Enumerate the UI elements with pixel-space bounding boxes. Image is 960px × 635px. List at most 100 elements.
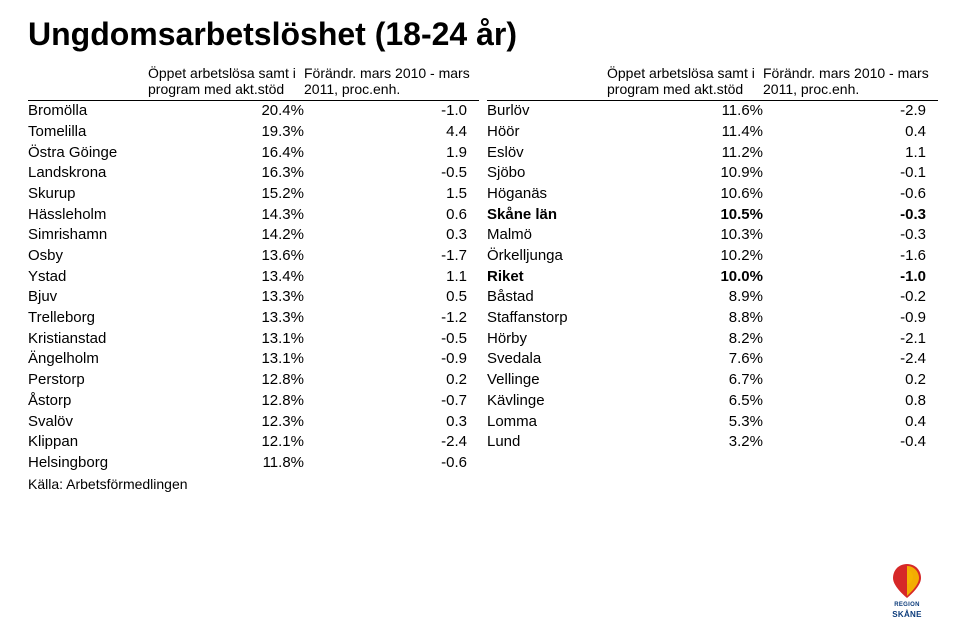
- row-change: 0.4: [811, 122, 938, 143]
- row-change: 1.1: [811, 143, 938, 164]
- row-value: 13.4%: [148, 267, 352, 288]
- row-change: -0.3: [811, 225, 938, 246]
- row-name: Ängelholm: [28, 349, 148, 370]
- row-name: Tomelilla: [28, 122, 148, 143]
- row-value: 6.5%: [607, 391, 811, 412]
- row-change: -2.9: [811, 101, 938, 122]
- table-row: Ystad13.4%1.1: [28, 267, 479, 288]
- row-name: Höganäs: [487, 184, 607, 205]
- row-change: 0.6: [352, 205, 479, 226]
- row-change: 0.8: [811, 391, 938, 412]
- row-change: -0.1: [811, 163, 938, 184]
- row-value: 8.9%: [607, 287, 811, 308]
- row-value: 15.2%: [148, 184, 352, 205]
- table-row: Sjöbo10.9%-0.1: [487, 163, 938, 184]
- row-change: -2.1: [811, 329, 938, 350]
- row-value: 6.7%: [607, 370, 811, 391]
- table-row: Lund3.2%-0.4: [487, 432, 938, 453]
- row-name: Sjöbo: [487, 163, 607, 184]
- row-value: 12.8%: [148, 391, 352, 412]
- table-row: Ängelholm13.1%-0.9: [28, 349, 479, 370]
- row-change: -0.2: [811, 287, 938, 308]
- row-change: -0.3: [811, 205, 938, 226]
- row-change: -1.0: [811, 267, 938, 288]
- table-row: Eslöv11.2%1.1: [487, 143, 938, 164]
- region-skane-logo: REGIONSKÅNE: [876, 560, 938, 619]
- row-name: Östra Göinge: [28, 143, 148, 164]
- row-change: -0.9: [352, 349, 479, 370]
- row-value: 12.8%: [148, 370, 352, 391]
- row-name: Skurup: [28, 184, 148, 205]
- table-row: Kristianstad13.1%-0.5: [28, 329, 479, 350]
- table-row: Vellinge6.7%0.2: [487, 370, 938, 391]
- row-name: Vellinge: [487, 370, 607, 391]
- row-change: -1.7: [352, 246, 479, 267]
- table-row: Svalöv12.3%0.3: [28, 412, 479, 433]
- row-change: 0.3: [352, 225, 479, 246]
- row-name: Bromölla: [28, 101, 148, 122]
- row-name: Kristianstad: [28, 329, 148, 350]
- row-value: 11.8%: [148, 453, 352, 474]
- row-change: -0.4: [811, 432, 938, 453]
- row-value: 12.1%: [148, 432, 352, 453]
- table-row: Klippan12.1%-2.4: [28, 432, 479, 453]
- left-header-chg: Förändr. mars 2010 - mars 2011, proc.enh…: [304, 65, 479, 97]
- table-row: Tomelilla19.3%4.4: [28, 122, 479, 143]
- row-value: 13.3%: [148, 287, 352, 308]
- right-table-body: Burlöv11.6%-2.9Höör11.4%0.4Eslöv11.2%1.1…: [487, 101, 938, 453]
- row-change: -0.5: [352, 329, 479, 350]
- row-value: 7.6%: [607, 349, 811, 370]
- row-name: Staffanstorp: [487, 308, 607, 329]
- tables-container: Öppet arbetslösa samt i program med akt.…: [0, 53, 960, 474]
- row-value: 12.3%: [148, 412, 352, 433]
- row-name: Burlöv: [487, 101, 607, 122]
- row-change: -1.0: [352, 101, 479, 122]
- row-change: -0.6: [352, 453, 479, 474]
- right-header-row: Öppet arbetslösa samt i program med akt.…: [487, 65, 938, 101]
- row-value: 10.0%: [607, 267, 811, 288]
- table-row: Svedala7.6%-2.4: [487, 349, 938, 370]
- table-row: Landskrona16.3%-0.5: [28, 163, 479, 184]
- left-table: Öppet arbetslösa samt i program med akt.…: [28, 65, 479, 474]
- row-name: Osby: [28, 246, 148, 267]
- row-name: Lund: [487, 432, 607, 453]
- row-value: 10.2%: [607, 246, 811, 267]
- row-name: Trelleborg: [28, 308, 148, 329]
- row-name: Klippan: [28, 432, 148, 453]
- row-name: Eslöv: [487, 143, 607, 164]
- table-row: Kävlinge6.5%0.8: [487, 391, 938, 412]
- row-change: 1.9: [352, 143, 479, 164]
- row-name: Båstad: [487, 287, 607, 308]
- table-row: Örkelljunga10.2%-1.6: [487, 246, 938, 267]
- row-value: 8.2%: [607, 329, 811, 350]
- row-value: 16.4%: [148, 143, 352, 164]
- table-row: Bromölla20.4%-1.0: [28, 101, 479, 122]
- table-row: Staffanstorp8.8%-0.9: [487, 308, 938, 329]
- table-row: Riket10.0%-1.0: [487, 267, 938, 288]
- row-change: -0.7: [352, 391, 479, 412]
- row-change: -2.4: [811, 349, 938, 370]
- row-value: 8.8%: [607, 308, 811, 329]
- row-name: Kävlinge: [487, 391, 607, 412]
- row-change: -1.6: [811, 246, 938, 267]
- row-value: 16.3%: [148, 163, 352, 184]
- row-name: Hörby: [487, 329, 607, 350]
- row-name: Höör: [487, 122, 607, 143]
- row-value: 13.3%: [148, 308, 352, 329]
- table-row: Bjuv13.3%0.5: [28, 287, 479, 308]
- row-name: Hässleholm: [28, 205, 148, 226]
- row-value: 11.2%: [607, 143, 811, 164]
- table-row: Skåne län10.5%-0.3: [487, 205, 938, 226]
- source-citation: Källa: Arbetsförmedlingen: [0, 476, 960, 492]
- row-value: 3.2%: [607, 432, 811, 453]
- table-row: Malmö10.3%-0.3: [487, 225, 938, 246]
- row-name: Åstorp: [28, 391, 148, 412]
- row-change: 1.1: [352, 267, 479, 288]
- row-change: 0.2: [352, 370, 479, 391]
- page-title: Ungdomsarbetslöshet (18-24 år): [0, 0, 960, 53]
- table-row: Höör11.4%0.4: [487, 122, 938, 143]
- row-change: 0.3: [352, 412, 479, 433]
- table-row: Perstorp12.8%0.2: [28, 370, 479, 391]
- row-value: 13.1%: [148, 329, 352, 350]
- row-value: 20.4%: [148, 101, 352, 122]
